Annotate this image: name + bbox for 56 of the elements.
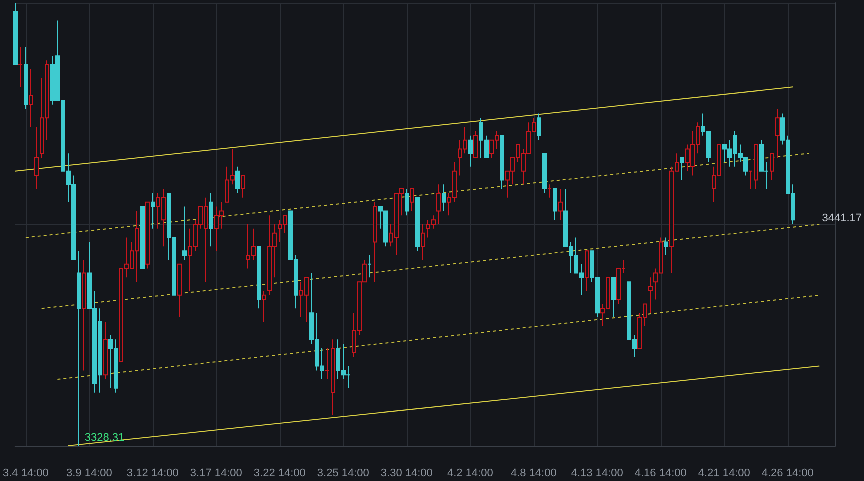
x-tick-label: 4.16 14:00: [634, 468, 687, 480]
candlestick: [585, 250, 589, 292]
x-tick-label: 4.13 14:00: [571, 468, 624, 480]
candlestick: [648, 277, 653, 314]
candlestick: [368, 255, 372, 278]
candlestick: [405, 188, 409, 216]
candlestick: [34, 126, 39, 190]
candlestick: [468, 135, 473, 168]
candlestick: [373, 202, 377, 283]
candlestick: [235, 166, 240, 194]
x-tick-label: 3.9 14:00: [66, 468, 112, 480]
candlestick: [542, 153, 547, 194]
candlestick: [82, 259, 86, 372]
candlestick: [473, 130, 478, 159]
candlestick: [664, 237, 668, 256]
candlestick: [442, 184, 446, 212]
candlestick: [77, 250, 81, 446]
annotation: 3441.17: [822, 212, 862, 224]
candlestick: [209, 192, 213, 248]
candlestick: [421, 224, 425, 260]
x-tick-label: 4.2 14:00: [447, 468, 494, 480]
candlestick: [537, 113, 541, 141]
candlestick: [775, 108, 780, 159]
candlestick: [13, 2, 18, 66]
candlestick: [103, 321, 108, 380]
candlestick: [140, 206, 145, 270]
x-tick-label: 3.17 14:00: [190, 468, 242, 480]
x-tick-label: 3.25 14:00: [317, 468, 370, 480]
x-tick-label: 4.21 14:00: [698, 468, 750, 480]
candlestick: [182, 206, 187, 260]
candlestick: [257, 246, 261, 310]
candlestick: [548, 184, 552, 198]
candlestick: [770, 153, 774, 181]
x-tick-label: 3.12 14:00: [126, 468, 179, 480]
candlestick: [680, 158, 684, 181]
candlestick: [145, 202, 150, 270]
candlestick: [611, 277, 616, 318]
candlestick: [500, 135, 504, 190]
annotation: 3328.31: [84, 432, 125, 444]
x-tick-label: 3.4 14:00: [3, 468, 49, 480]
candlestick: [262, 290, 266, 322]
candlestick: [241, 175, 245, 198]
candlestick: [436, 184, 441, 225]
x-tick-label: 4.26 14:00: [762, 468, 814, 480]
x-tick-label: 4.8 14:00: [510, 468, 557, 480]
candlestick: [415, 197, 420, 252]
candlestick: [24, 46, 28, 110]
x-tick-label: 3.22 14:00: [254, 468, 306, 480]
x-tick-label: 3.30 14:00: [380, 468, 433, 480]
candlestick: [558, 188, 563, 221]
candlestick: [29, 68, 33, 128]
candlestick: [410, 188, 414, 212]
candlestick: [151, 192, 155, 230]
candlestick: [553, 188, 557, 221]
candlestick: [18, 46, 23, 88]
candlestick: [177, 264, 182, 318]
